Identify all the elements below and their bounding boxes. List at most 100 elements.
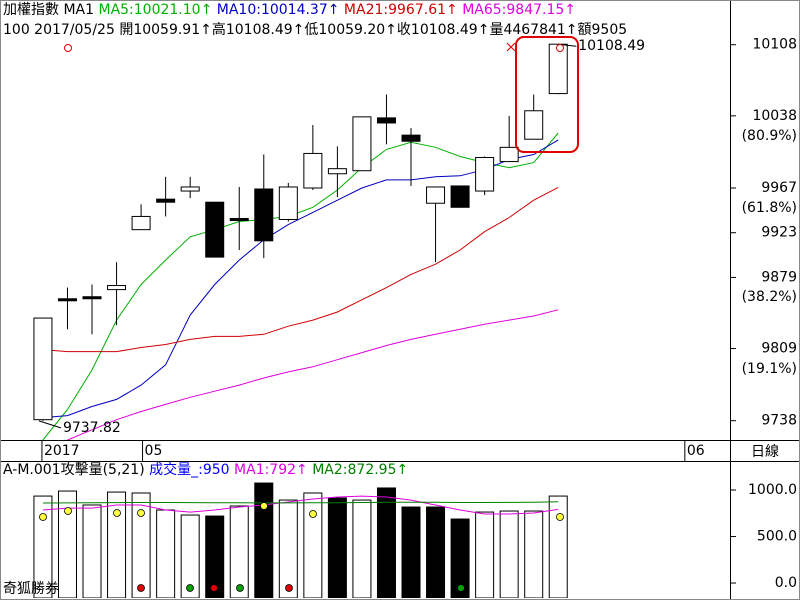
- y-tick-label: 1000.0: [748, 482, 797, 498]
- legend-entry: MA21:9967.61↑: [344, 2, 458, 18]
- candle-body: [524, 110, 544, 140]
- axes: 10108 10038 9967 9923 9879 9809 9738 1000.0 500.…: [41, 37, 797, 591]
- low-pointer: [38, 420, 62, 429]
- candle-body: [82, 296, 102, 300]
- legend-entry: 成交量_:950: [149, 461, 229, 478]
- ma-line: [42, 495, 559, 515]
- volume-bar: [82, 504, 102, 598]
- marker-circle: [556, 44, 564, 52]
- volume-bar: [180, 514, 200, 598]
- candle-body: [278, 186, 298, 220]
- x-tick-label: 06: [687, 443, 705, 459]
- y-tick-label: 9923: [761, 225, 797, 241]
- chart-title: 加權指數: [3, 2, 59, 18]
- ma-line: [67, 309, 559, 440]
- signal-dot: [39, 513, 47, 521]
- volume-bar: [303, 492, 323, 598]
- volume-bar: [376, 487, 396, 598]
- signal-dot: [556, 513, 564, 521]
- candle-body: [475, 157, 495, 192]
- signal-dot: [137, 584, 145, 592]
- candle-body: [548, 43, 568, 95]
- caption: 奇狐勝券: [3, 580, 59, 597]
- candle-body: [426, 186, 446, 204]
- volume-bar: [524, 510, 544, 598]
- ma-line: [42, 186, 559, 353]
- marker-circle: [64, 44, 72, 52]
- signal-dot: [186, 584, 194, 592]
- y-tick-label: 10108: [752, 37, 797, 53]
- volume-bar: [254, 482, 274, 598]
- ma-line: [42, 132, 559, 440]
- volume-bar: [57, 490, 77, 598]
- volume-panel: [33, 482, 568, 598]
- volume-bar: [548, 495, 568, 598]
- signal-dots: [39, 502, 564, 592]
- header-line: A-M.001攻擊量(5,21) 成交量_:950 MA1:792↑ MA2:8…: [3, 461, 408, 478]
- header: 加權指數 MA1 MA5:10021.10↑ MA10:10014.37↑ MA…: [3, 2, 627, 38]
- candle-body: [131, 215, 151, 231]
- volume-bar: [33, 495, 53, 598]
- header-line: 加權指數 MA1 MA5:10021.10↑ MA10:10014.37↑ MA…: [3, 2, 576, 18]
- signal-dot: [64, 507, 72, 515]
- y-tick-label: 9738: [761, 413, 797, 429]
- fib-label: (19.1%): [742, 361, 797, 377]
- ma-line: [42, 501, 559, 504]
- volume-bar: [401, 506, 421, 598]
- signal-dot: [137, 509, 145, 517]
- candle-body: [33, 317, 53, 421]
- candle-body: [156, 198, 176, 203]
- candle-body: [352, 116, 372, 172]
- fib-label: (80.9%): [742, 128, 797, 144]
- candle-body: [107, 285, 127, 291]
- signal-dot: [236, 584, 244, 592]
- candle-body: [303, 152, 323, 189]
- legend-entry: MA10:10014.37↑: [217, 2, 340, 18]
- signal-dot: [457, 584, 465, 592]
- x-tick-label: 2017: [44, 443, 80, 459]
- y-tick-label: 9967: [761, 180, 797, 196]
- candle-body: [180, 186, 200, 192]
- legend-entry: MA2:872.95↑: [312, 462, 408, 478]
- volume-bar: [107, 491, 127, 598]
- signal-dot: [285, 584, 293, 592]
- y-tick-label: 500.0: [757, 529, 797, 545]
- fib-label: (38.2%): [742, 289, 797, 305]
- volume-bar: [475, 511, 495, 598]
- candle-body: [254, 188, 274, 242]
- chart-title: A-M.001攻擊量(5,21): [3, 461, 145, 478]
- y-tick-label: 0.0: [775, 575, 797, 591]
- volume-bar: [499, 510, 519, 598]
- highlight-box: [515, 36, 579, 153]
- info-line: 100 2017/05/25 開10059.91↑高10108.49↑低1005…: [3, 21, 627, 38]
- volume-bar: [229, 505, 249, 598]
- legend-entry: MA1:792↑: [234, 462, 308, 478]
- y-tick-label: 10038: [752, 108, 797, 124]
- volume-bar: [156, 509, 176, 598]
- signal-dot: [113, 509, 121, 517]
- candle-body: [205, 201, 225, 258]
- candle-body: [327, 168, 347, 175]
- signal-dot: [309, 510, 317, 518]
- legend-entry: MA65:9847.15↑: [462, 2, 576, 18]
- low-label: 9737.82: [63, 420, 121, 436]
- candle-body: [376, 117, 396, 124]
- signal-dot: [210, 584, 218, 592]
- x-tick-label: 05: [145, 443, 163, 459]
- volume-bar: [205, 515, 225, 598]
- legend-entry: MA5:10021.10↑: [98, 2, 212, 18]
- candle-body: [401, 134, 421, 142]
- volume-bar: [450, 518, 470, 598]
- ma-line: [42, 139, 559, 419]
- candle-body: [450, 185, 470, 208]
- volume-bar: [278, 499, 298, 598]
- volume-bar: [131, 492, 151, 598]
- period-label: 日線: [751, 444, 779, 460]
- high-label: 10108.49: [578, 38, 645, 54]
- price-panel: 9737.82 10108.49: [33, 38, 645, 440]
- y-tick-label: 9809: [761, 341, 797, 357]
- signal-dot: [260, 502, 268, 510]
- fib-label: (61.8%): [742, 200, 797, 216]
- candle-body: [229, 217, 249, 222]
